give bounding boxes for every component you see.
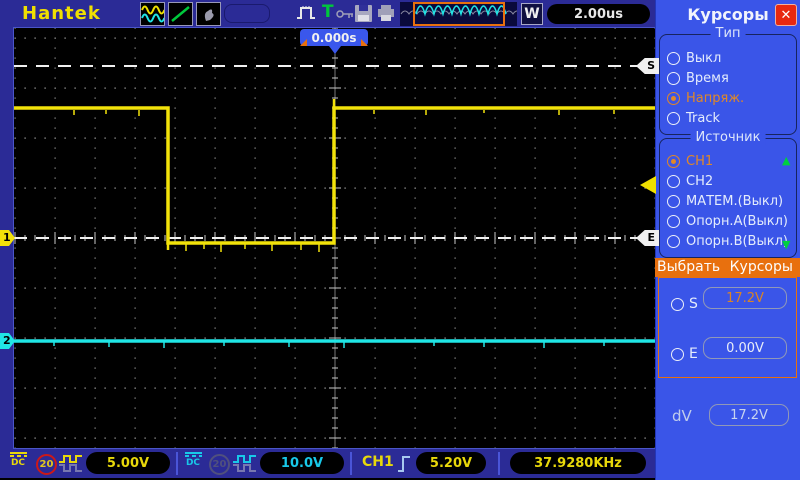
source-option-ch2[interactable]: CH2 — [660, 171, 796, 191]
frequency-readout: 37.9280KHz — [510, 452, 646, 474]
ch1-coupling-label: DC — [10, 458, 26, 468]
dv-value: 17.2V — [709, 404, 789, 426]
zoom-window[interactable] — [413, 2, 505, 26]
trigger-time-label[interactable]: 0.000s — [300, 29, 368, 46]
cursor-e-option-label: E — [689, 346, 698, 362]
close-icon: ✕ — [780, 7, 792, 23]
top-toolbar: Hantek T — [0, 0, 655, 28]
radio-icon — [667, 234, 680, 248]
source-option-ch1-label: CH1 — [686, 153, 714, 169]
select-cursor-box: S E — [658, 277, 797, 378]
ch1-marker[interactable]: 1 — [0, 230, 15, 246]
waveform-preview — [400, 2, 522, 26]
scroll-down-icon[interactable]: ▼ — [782, 238, 791, 251]
ch1-scale-readout: 5.00V — [86, 452, 170, 474]
divider — [350, 452, 352, 475]
dv-label: dV — [672, 407, 692, 425]
ch1-coupling-icon: DC — [8, 452, 28, 468]
pulse-button[interactable] — [296, 3, 318, 23]
type-option-voltage-label: Напряж. — [686, 90, 745, 106]
print-icon[interactable] — [376, 5, 396, 22]
divider — [498, 452, 500, 475]
ch2-coupling-icon: DC — [183, 452, 203, 468]
ch2-marker[interactable]: 2 — [0, 333, 15, 349]
radio-selected-icon — [667, 91, 680, 105]
pulse-icon — [297, 6, 315, 19]
select-cursor-header: Выбрать Курсоры — [655, 258, 800, 277]
source-option-ref-b[interactable]: Опорн.В(Выкл) — [660, 231, 796, 251]
cursor-s-flag[interactable]: S — [636, 58, 659, 74]
cursor-e-flag[interactable]: E — [636, 230, 659, 246]
line-mode-button[interactable] — [168, 2, 193, 26]
ch2-coupling-label: DC — [185, 458, 201, 468]
radio-icon — [667, 174, 680, 188]
radio-icon — [667, 51, 680, 65]
cursor-e-option[interactable]: E — [671, 346, 698, 362]
w-button[interactable]: W — [521, 3, 543, 25]
source-group: Источник CH1 CH2 МАТЕМ.(Выкл) Опорн.А(Вы… — [659, 130, 797, 258]
menu-title: Курсоры — [687, 4, 769, 24]
line-icon — [171, 6, 190, 22]
type-option-voltage[interactable]: Напряж. — [660, 88, 796, 108]
source-option-ref-a-label: Опорн.А(Выкл) — [686, 213, 788, 229]
persist-blob-icon — [204, 9, 214, 21]
save-icon[interactable] — [354, 4, 373, 23]
trigger-slope-icon — [396, 453, 412, 479]
toolbar-empty-field — [224, 4, 270, 23]
cursor-s-option[interactable]: S — [671, 296, 698, 312]
scroll-up-icon[interactable]: ▲ — [782, 154, 791, 167]
source-option-ref-a[interactable]: Опорн.А(Выкл) — [660, 211, 796, 231]
source-option-ch1[interactable]: CH1 — [660, 151, 796, 171]
hantek-logo: Hantek — [22, 3, 101, 24]
ch1-bandwidth-icon: 20 — [36, 454, 57, 475]
trigger-position-pointer[interactable] — [329, 46, 341, 54]
type-option-track-label: Track — [686, 110, 721, 126]
divider — [176, 452, 178, 475]
source-option-ch2-label: CH2 — [686, 173, 714, 189]
radio-icon — [671, 347, 684, 361]
timebase-readout: 2.00us — [547, 4, 650, 24]
source-option-ref-b-label: Опорн.В(Выкл) — [686, 233, 788, 249]
channel-waves-icon — [141, 5, 164, 23]
type-option-track[interactable]: Track — [660, 108, 796, 128]
source-option-math[interactable]: МАТЕМ.(Выкл) — [660, 191, 796, 211]
type-option-time[interactable]: Время — [660, 68, 796, 88]
ch2-bandwidth-icon: 20 — [209, 454, 230, 475]
bottom-status-bar: DC 20 5.00V DC 20 10.0V CH1 — [0, 450, 655, 480]
trigger-t-button[interactable]: T — [322, 2, 334, 22]
close-button[interactable]: ✕ — [775, 4, 797, 26]
source-group-label: Источник — [690, 130, 766, 145]
radio-icon — [667, 194, 680, 208]
persist-mode-button[interactable] — [196, 2, 221, 26]
radio-selected-icon — [671, 297, 684, 311]
type-option-time-label: Время — [686, 70, 729, 86]
radio-icon — [667, 111, 680, 125]
type-option-off-label: Выкл — [686, 50, 722, 66]
source-option-math-label: МАТЕМ.(Выкл) — [686, 193, 784, 209]
cursor-s-value: 17.2V — [703, 287, 787, 309]
trigger-source-label: CH1 — [362, 454, 394, 470]
scope-display — [13, 27, 656, 449]
radio-icon — [667, 71, 680, 85]
cursor-menu-header: Курсоры ✕ — [656, 0, 800, 28]
cursor-menu: Курсоры ✕ Тип Выкл Время Напряж. Track — [655, 0, 800, 480]
ch2-scale-readout: 10.0V — [260, 452, 344, 474]
radio-selected-icon — [667, 154, 680, 168]
trigger-level-readout: 5.20V — [416, 452, 486, 474]
graticule — [14, 27, 656, 449]
key-icon[interactable] — [336, 8, 354, 20]
radio-icon — [667, 214, 680, 228]
ch1-wave-icon — [58, 454, 84, 477]
cursor-s-option-label: S — [689, 296, 698, 312]
type-group: Тип Выкл Время Напряж. Track — [659, 26, 797, 135]
cursor-e-value: 0.00V — [703, 337, 787, 359]
type-group-label: Тип — [710, 26, 746, 41]
type-option-off[interactable]: Выкл — [660, 48, 796, 68]
channel-waves-button[interactable] — [140, 2, 165, 26]
ch2-wave-icon — [232, 454, 258, 477]
